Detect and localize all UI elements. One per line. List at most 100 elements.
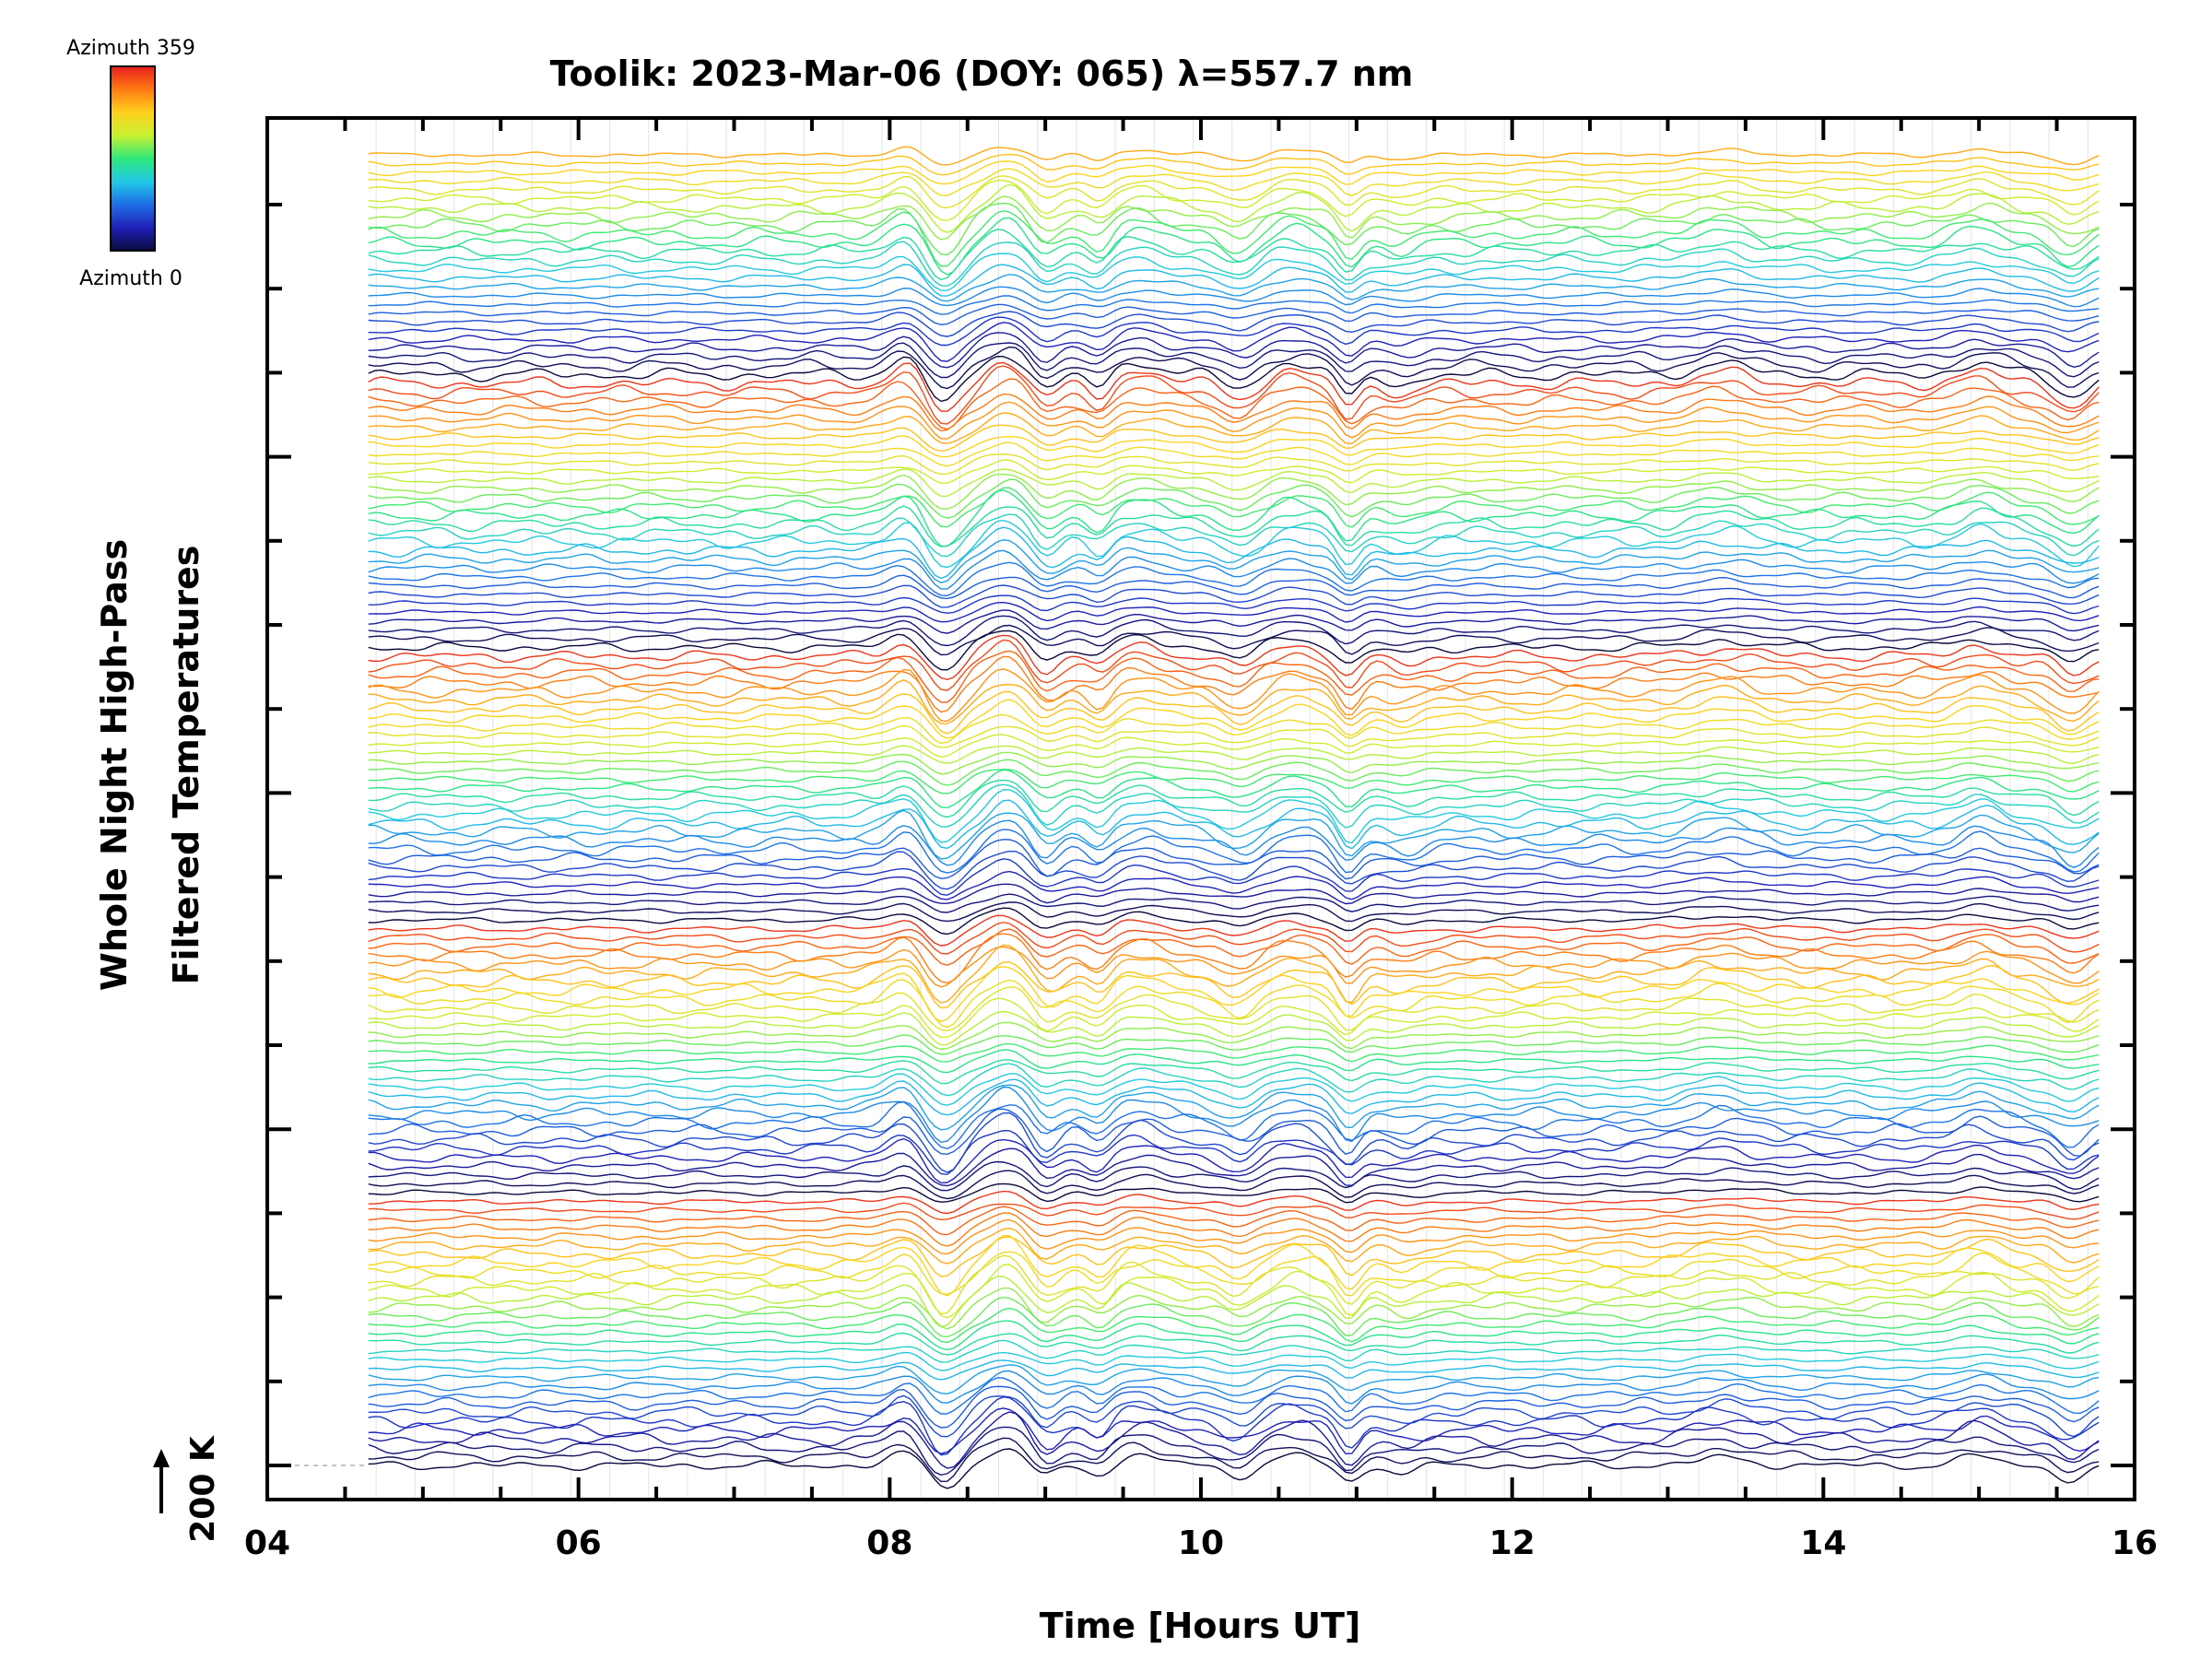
series-line bbox=[368, 1339, 2100, 1363]
series-line bbox=[368, 1073, 2100, 1106]
series-line bbox=[368, 1147, 2100, 1187]
series-line bbox=[368, 946, 2100, 988]
series-line bbox=[368, 365, 2100, 425]
series-line bbox=[368, 584, 2100, 608]
series-line bbox=[368, 1010, 2100, 1046]
series-line bbox=[368, 965, 2100, 1023]
series-line bbox=[368, 1351, 2100, 1371]
series-line bbox=[368, 655, 2100, 713]
colorbar-bottom-label: Azimuth 0 bbox=[79, 267, 182, 290]
y-axis-label: Whole Night High-Pass Filtered Temperatu… bbox=[94, 539, 206, 991]
series-line bbox=[368, 809, 2100, 860]
series-line bbox=[368, 1307, 2100, 1344]
series-line bbox=[368, 478, 2100, 519]
series-line bbox=[368, 1059, 2100, 1085]
series-line bbox=[368, 734, 2100, 758]
series-line bbox=[368, 316, 2100, 347]
series-line bbox=[368, 412, 2100, 445]
colorbar-gradient bbox=[110, 65, 156, 252]
series-line bbox=[368, 453, 2100, 476]
series-line bbox=[368, 1234, 2100, 1297]
series-line bbox=[368, 1437, 2100, 1483]
series-line bbox=[368, 1063, 2100, 1097]
series-line bbox=[368, 979, 2100, 1029]
series-line bbox=[368, 634, 2100, 681]
series-line bbox=[368, 601, 2100, 623]
series-line bbox=[368, 274, 2100, 302]
series-line bbox=[368, 1364, 2100, 1394]
series-line bbox=[368, 1112, 2100, 1173]
series-line bbox=[368, 858, 2100, 896]
series-line bbox=[368, 679, 2100, 724]
series-line bbox=[368, 1084, 2100, 1131]
series-line bbox=[368, 342, 2100, 379]
series-line bbox=[368, 624, 2100, 656]
series-line bbox=[368, 378, 2100, 430]
series-line bbox=[368, 160, 2100, 185]
x-tick-label: 10 bbox=[1178, 1524, 1224, 1562]
series-line bbox=[368, 1332, 2100, 1356]
series-line bbox=[368, 424, 2100, 453]
series-line bbox=[368, 1160, 2100, 1192]
series-line bbox=[368, 1370, 2100, 1405]
series-line bbox=[368, 1049, 2100, 1074]
series-line bbox=[368, 153, 2100, 176]
x-tick-label: 16 bbox=[2112, 1524, 2158, 1562]
series-line bbox=[368, 489, 2100, 547]
x-axis-label: Time [Hours UT] bbox=[1040, 1606, 1361, 1646]
series-line bbox=[368, 724, 2100, 748]
series-line bbox=[368, 1218, 2100, 1255]
x-tick-label: 14 bbox=[1800, 1524, 1846, 1562]
series-line bbox=[368, 322, 2100, 362]
series-line bbox=[368, 1042, 2100, 1063]
series-line bbox=[368, 928, 2100, 966]
series-line bbox=[368, 146, 2100, 166]
series-line bbox=[368, 286, 2100, 308]
series-line bbox=[368, 1377, 2100, 1415]
series-line bbox=[368, 1394, 2100, 1438]
series-line bbox=[368, 907, 2100, 935]
series-line bbox=[368, 745, 2100, 764]
series-line bbox=[368, 1212, 2100, 1247]
series-line bbox=[368, 1034, 2100, 1055]
colorbar: Azimuth 359 Azimuth 0 bbox=[66, 37, 195, 290]
series-line bbox=[368, 1254, 2100, 1315]
series-line bbox=[368, 1264, 2100, 1319]
series-line bbox=[368, 1407, 2100, 1455]
series-line bbox=[368, 1296, 2100, 1338]
series-line bbox=[368, 1170, 2100, 1200]
series-line bbox=[368, 1426, 2100, 1477]
x-tick-label: 12 bbox=[1489, 1524, 1535, 1562]
series-line bbox=[368, 229, 2100, 281]
series-line bbox=[368, 311, 2100, 337]
series-line bbox=[368, 549, 2100, 590]
series-line bbox=[368, 1448, 2100, 1489]
series-line bbox=[368, 751, 2100, 775]
series-line bbox=[368, 295, 2100, 315]
series-line bbox=[368, 538, 2100, 583]
chart-title: Toolik: 2023-Mar-06 (DOY: 065) λ=557.7 n… bbox=[550, 53, 1414, 94]
series-line bbox=[368, 519, 2100, 569]
series-line bbox=[368, 1411, 2100, 1469]
series-line bbox=[368, 487, 2100, 528]
plot-series-group bbox=[267, 118, 2100, 1500]
series-line bbox=[368, 639, 2100, 691]
series-line bbox=[368, 473, 2100, 511]
x-tick-label: 06 bbox=[556, 1524, 602, 1562]
series-line bbox=[368, 168, 2100, 196]
series-line bbox=[368, 668, 2100, 723]
series-line bbox=[368, 303, 2100, 326]
series-line bbox=[368, 650, 2100, 703]
series-line bbox=[368, 839, 2100, 880]
series-line bbox=[368, 393, 2100, 432]
series-line bbox=[368, 1236, 2100, 1277]
series-line bbox=[368, 914, 2100, 947]
series-line bbox=[368, 1395, 2100, 1456]
series-line bbox=[368, 253, 2100, 291]
series-line bbox=[368, 1227, 2100, 1265]
series-line bbox=[368, 779, 2100, 818]
series-line bbox=[368, 241, 2100, 287]
series-line bbox=[368, 1182, 2100, 1204]
series-line bbox=[368, 1129, 2100, 1175]
